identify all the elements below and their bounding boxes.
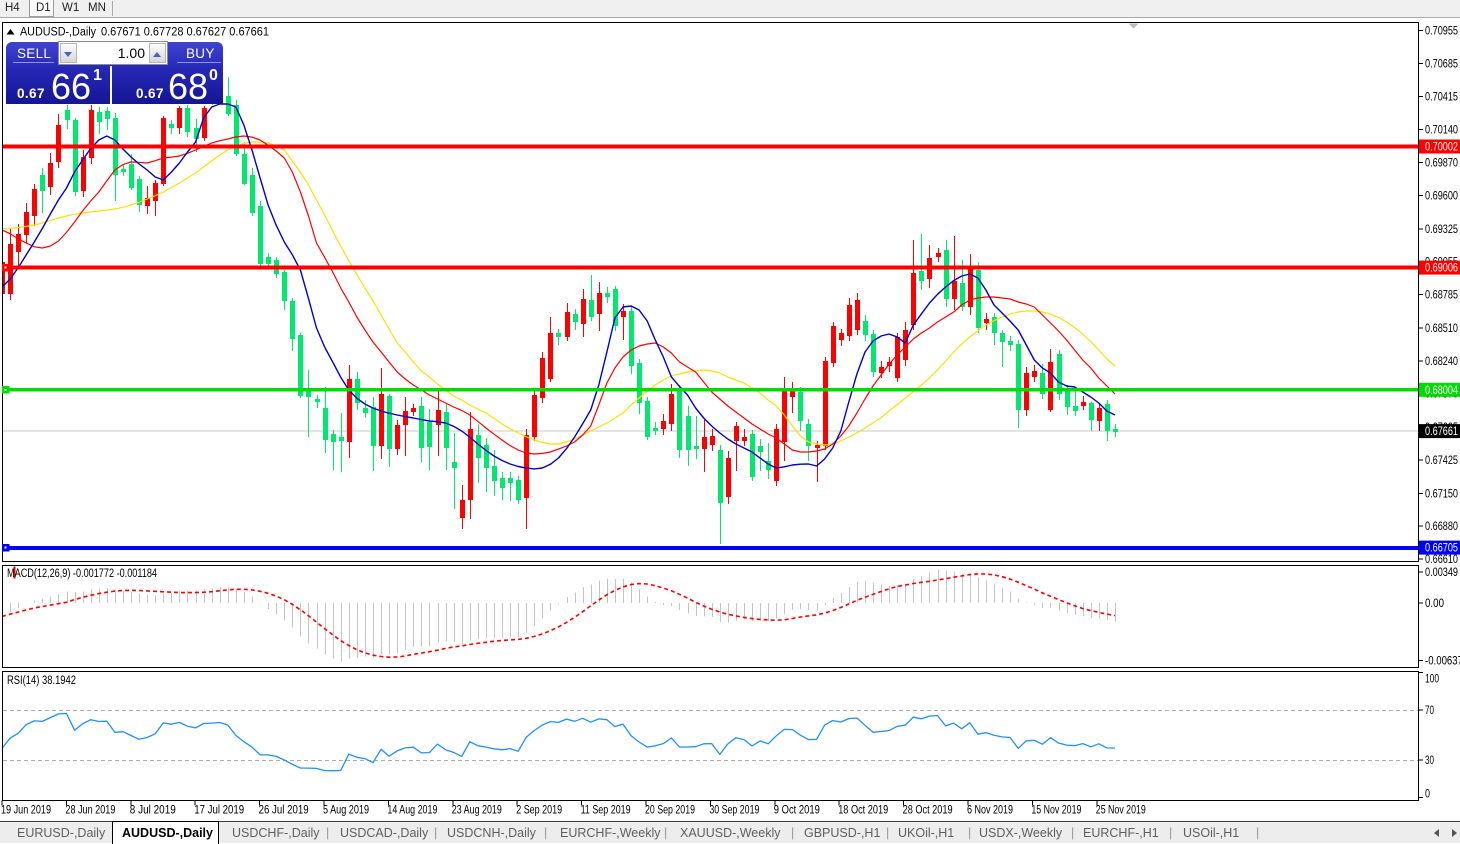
- svg-text:100: 100: [1425, 674, 1439, 686]
- svg-text:AUDUSD-,Daily: AUDUSD-,Daily: [20, 27, 96, 39]
- svg-text:14 Aug 2019: 14 Aug 2019: [387, 805, 437, 817]
- svg-text:30 Sep 2019: 30 Sep 2019: [709, 805, 759, 817]
- svg-text:5 Aug 2019: 5 Aug 2019: [323, 805, 369, 817]
- svg-text:17 Jul 2019: 17 Jul 2019: [194, 805, 244, 817]
- svg-text:25 Nov 2019: 25 Nov 2019: [1096, 805, 1146, 817]
- svg-text:0: 0: [1425, 789, 1430, 801]
- svg-text:0.68004: 0.68004: [1425, 385, 1458, 397]
- svg-text:0.68510: 0.68510: [1425, 323, 1458, 335]
- svg-text:0.67671 0.67728 0.67627 0.6766: 0.67671 0.67728 0.67627 0.67661: [101, 27, 269, 39]
- svg-text:0.66880: 0.66880: [1425, 521, 1458, 533]
- svg-text:0.70955: 0.70955: [1425, 26, 1458, 38]
- svg-text:11 Sep 2019: 11 Sep 2019: [581, 805, 631, 817]
- svg-text:0.00349: 0.00349: [1425, 567, 1458, 579]
- svg-text:0.70002: 0.70002: [1425, 142, 1458, 154]
- svg-text:19 Jun 2019: 19 Jun 2019: [1, 805, 51, 817]
- svg-text:0.67661: 0.67661: [1425, 426, 1458, 438]
- svg-text:0.67150: 0.67150: [1425, 488, 1458, 500]
- svg-text:6 Nov 2019: 6 Nov 2019: [967, 805, 1013, 817]
- svg-text:23 Aug 2019: 23 Aug 2019: [452, 805, 502, 817]
- svg-text:0.68785: 0.68785: [1425, 290, 1458, 302]
- svg-text:0.69870: 0.69870: [1425, 158, 1458, 170]
- svg-text:0.70685: 0.70685: [1425, 58, 1458, 70]
- svg-text:26 Jul 2019: 26 Jul 2019: [259, 805, 309, 817]
- svg-text:28 Oct 2019: 28 Oct 2019: [903, 805, 953, 817]
- svg-text:8 Jul 2019: 8 Jul 2019: [130, 805, 176, 817]
- svg-text:0.69006: 0.69006: [1425, 263, 1458, 275]
- svg-text:0.66705: 0.66705: [1425, 543, 1458, 555]
- svg-text:0.69325: 0.69325: [1425, 224, 1458, 236]
- svg-text:0.67425: 0.67425: [1425, 455, 1458, 467]
- svg-text:0.69600: 0.69600: [1425, 190, 1458, 202]
- svg-text:0.00: 0.00: [1425, 598, 1444, 610]
- svg-text:70: 70: [1425, 705, 1434, 717]
- svg-text:30: 30: [1425, 755, 1434, 767]
- svg-text:0.66610: 0.66610: [1425, 554, 1458, 566]
- svg-text:28 Jun 2019: 28 Jun 2019: [65, 805, 115, 817]
- svg-text:20 Sep 2019: 20 Sep 2019: [645, 805, 695, 817]
- svg-text:0.68240: 0.68240: [1425, 356, 1458, 368]
- svg-text:0.70140: 0.70140: [1425, 125, 1458, 137]
- svg-text:MACD(12,26,9) -0.001772 -0.001: MACD(12,26,9) -0.001772 -0.001184: [7, 568, 157, 580]
- svg-text:18 Oct 2019: 18 Oct 2019: [838, 805, 888, 817]
- svg-text:2 Sep 2019: 2 Sep 2019: [516, 805, 562, 817]
- svg-text:9 Oct 2019: 9 Oct 2019: [774, 805, 820, 817]
- svg-text:-0.00637: -0.00637: [1425, 656, 1460, 668]
- svg-text:15 Nov 2019: 15 Nov 2019: [1031, 805, 1081, 817]
- svg-text:0.70415: 0.70415: [1425, 91, 1458, 103]
- svg-text:RSI(14) 38.1942: RSI(14) 38.1942: [7, 675, 76, 687]
